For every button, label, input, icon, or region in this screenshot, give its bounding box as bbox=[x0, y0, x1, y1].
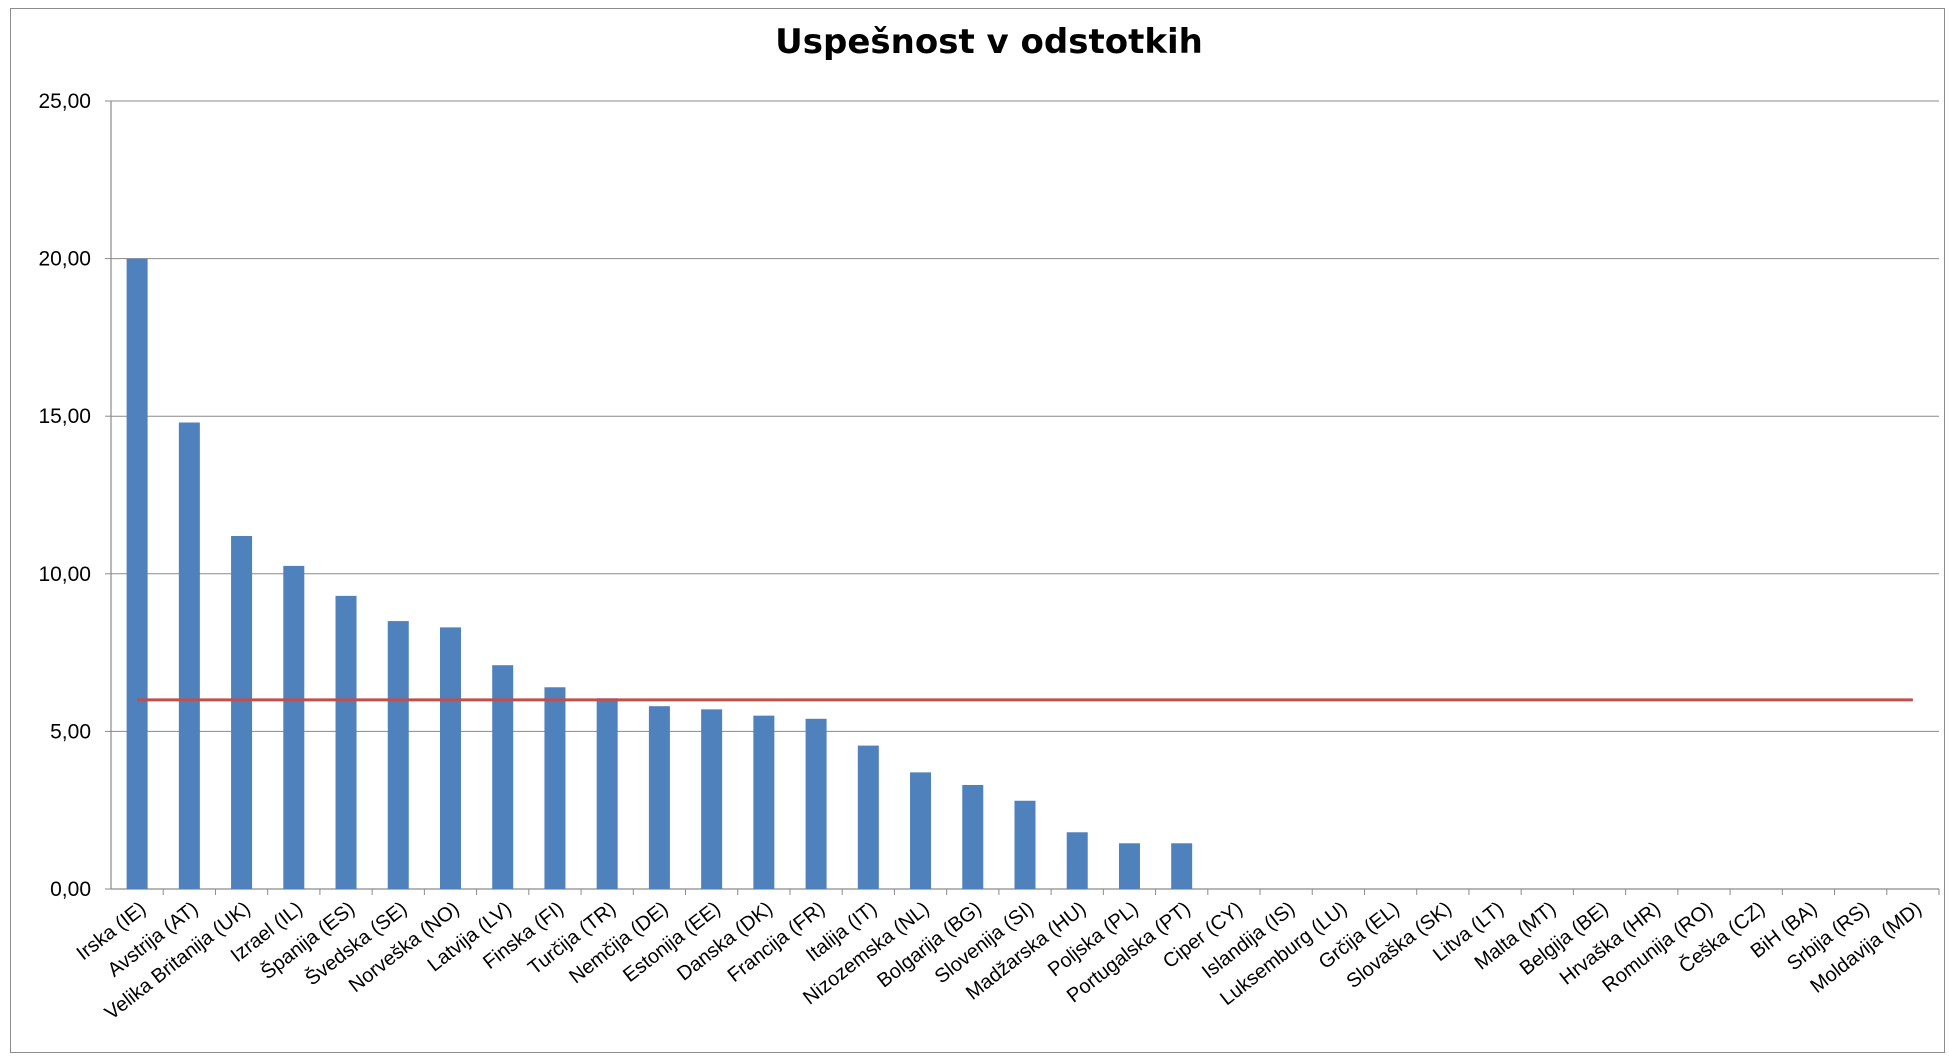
bar bbox=[335, 595, 357, 889]
bar bbox=[1118, 843, 1140, 889]
y-tick-label: 10,00 bbox=[38, 563, 91, 586]
chart-svg: Uspešnost v odstotkih 0,00 5,00 10,00 15,00… bbox=[38, 22, 1940, 1025]
bar bbox=[1171, 843, 1193, 889]
bar bbox=[1014, 800, 1036, 889]
bar bbox=[701, 709, 723, 889]
y-tick-label: 0,00 bbox=[50, 878, 91, 901]
bar-layer bbox=[126, 258, 1193, 890]
chart-frame: Uspešnost v odstotkih 0,00 5,00 10,00 15,00… bbox=[10, 8, 1945, 1053]
bar bbox=[178, 422, 200, 889]
y-tick-label: 5,00 bbox=[50, 720, 91, 743]
axis-layer: 0,00 5,00 10,00 15,00 20,00 25,00 bbox=[38, 90, 1940, 901]
bar bbox=[231, 535, 253, 889]
bar bbox=[910, 772, 932, 889]
bar bbox=[492, 665, 514, 889]
bar bbox=[544, 687, 566, 889]
bar bbox=[857, 745, 879, 889]
bar bbox=[648, 706, 670, 889]
bar bbox=[596, 698, 618, 889]
bar bbox=[126, 258, 148, 890]
bar bbox=[439, 627, 461, 889]
bar bbox=[1066, 832, 1088, 889]
y-tick-label: 20,00 bbox=[38, 248, 91, 271]
bar bbox=[283, 565, 305, 889]
bar bbox=[753, 715, 775, 889]
y-tick-label: 25,00 bbox=[38, 90, 91, 113]
y-tick-label: 15,00 bbox=[38, 405, 91, 428]
x-label-layer: Irska (IE)Avstrija (AT)Velika Britanija … bbox=[73, 897, 1926, 1025]
grid-layer bbox=[111, 100, 1939, 732]
bar bbox=[387, 621, 409, 889]
bar bbox=[962, 784, 984, 889]
bar bbox=[805, 718, 827, 889]
chart-title: Uspešnost v odstotkih bbox=[775, 22, 1203, 62]
